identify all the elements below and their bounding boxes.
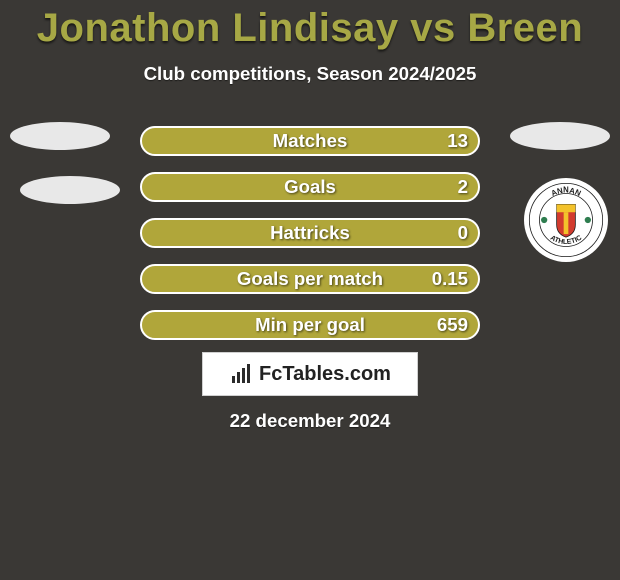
- stat-row: Min per goal 659: [0, 302, 620, 348]
- stat-value: 0: [428, 210, 468, 256]
- stat-value: 2: [428, 164, 468, 210]
- stat-bars: Matches 13 Goals 2 Hattricks 0 Goals per…: [0, 118, 620, 348]
- page-title: Jonathon Lindisay vs Breen: [0, 0, 620, 51]
- stat-value: 13: [428, 118, 468, 164]
- brand-attribution[interactable]: FcTables.com: [202, 352, 418, 396]
- brand-text: FcTables.com: [259, 363, 391, 386]
- stat-value: 0.15: [428, 256, 468, 302]
- stat-value: 659: [428, 302, 468, 348]
- comparison-card: Jonathon Lindisay vs Breen Club competit…: [0, 0, 620, 580]
- stat-row: Goals 2: [0, 164, 620, 210]
- stat-row: Hattricks 0: [0, 210, 620, 256]
- stat-row: Matches 13: [0, 118, 620, 164]
- subtitle: Club competitions, Season 2024/2025: [0, 63, 620, 85]
- bar-chart-icon: [229, 362, 253, 386]
- generation-date: 22 december 2024: [0, 410, 620, 432]
- stat-row: Goals per match 0.15: [0, 256, 620, 302]
